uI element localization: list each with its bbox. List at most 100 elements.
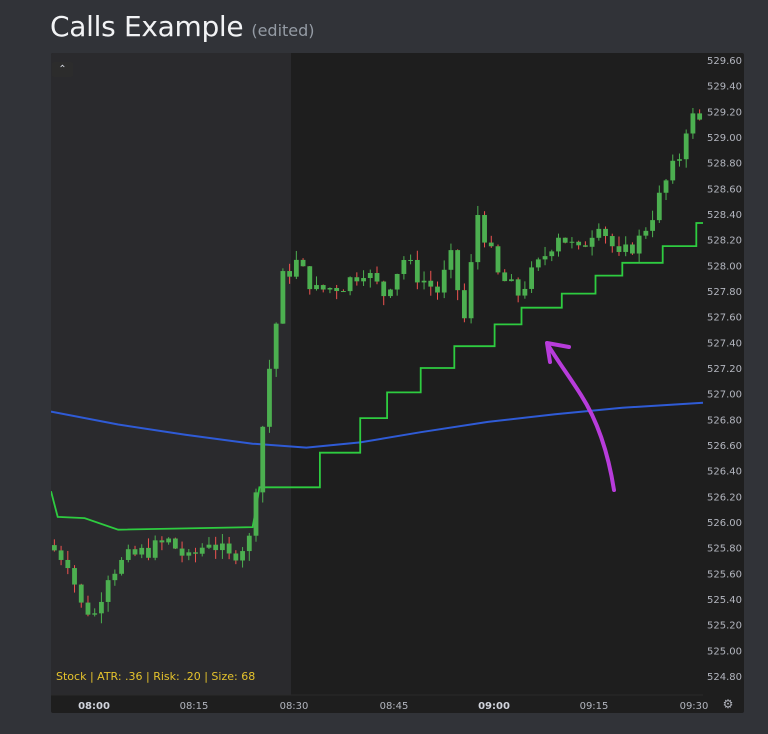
candle-body (199, 547, 205, 554)
candle-body (206, 544, 212, 548)
y-axis-tick-label: 526.00 (707, 518, 742, 529)
candle-body (112, 573, 118, 581)
candle-body (663, 180, 669, 193)
candle-body (226, 543, 232, 554)
y-axis-tick-label: 527.00 (707, 390, 742, 401)
candle-body (461, 290, 467, 319)
candle-body (381, 281, 387, 297)
y-axis-tick-label: 527.40 (707, 338, 742, 349)
candle-body (186, 552, 192, 556)
candle-body (636, 235, 642, 254)
x-axis-tick-label: 09:15 (580, 701, 609, 712)
candle-body (307, 266, 313, 290)
candle-body (690, 113, 696, 134)
candle-body (509, 279, 514, 282)
candle-body (220, 543, 225, 551)
candle-body (105, 580, 111, 602)
collapse-button[interactable]: ⌃ (52, 62, 73, 77)
settings-button[interactable]: ⚙ (721, 697, 735, 711)
candle-body (468, 262, 474, 319)
candle-body (300, 259, 306, 267)
candle-body (388, 289, 393, 297)
candle-body (603, 228, 608, 237)
y-axis-tick-label: 525.00 (707, 646, 742, 657)
candle-body (287, 271, 293, 277)
candle-body (650, 220, 655, 231)
candle-body (146, 547, 151, 558)
candle-body (139, 547, 145, 555)
candle-body (125, 549, 131, 560)
x-axis-tick-label: 08:15 (180, 701, 209, 712)
candle-body (334, 288, 340, 292)
y-axis-tick-label: 525.40 (707, 595, 742, 606)
candle-body (361, 278, 366, 282)
edited-tag: (edited) (251, 21, 315, 40)
y-axis-tick-label: 527.60 (707, 313, 742, 324)
candle-body (535, 259, 541, 268)
y-axis-tick-label: 527.80 (707, 287, 742, 298)
candle-body (260, 426, 266, 493)
candle-body (253, 492, 259, 536)
x-axis-tick-label: 08:00 (78, 701, 110, 712)
candle-body (293, 259, 299, 277)
candle-body (408, 259, 414, 261)
y-axis-tick-label: 525.60 (707, 569, 742, 580)
y-axis-tick-label: 529.00 (707, 133, 742, 144)
y-axis-tick-label: 528.80 (707, 159, 742, 170)
candle-body (502, 272, 508, 282)
candle-body (401, 260, 407, 274)
gear-icon: ⚙ (722, 697, 734, 711)
candle-body (697, 113, 703, 120)
candle-body (85, 602, 91, 615)
candlestick-chart[interactable]: 529.60 529.40 529.20 529.00 528.80 528.60 528.… (51, 53, 744, 713)
candle-body (51, 545, 57, 551)
y-axis-tick-label: 525.20 (707, 621, 742, 632)
candle-body (273, 323, 279, 369)
candle-body (643, 230, 649, 236)
chart-container[interactable]: 529.60 529.40 529.20 529.00 528.80 528.60 528.… (51, 53, 744, 713)
candle-body (582, 245, 588, 247)
candle-body (179, 548, 185, 556)
candle-body (280, 271, 286, 324)
y-axis-tick-label: 529.40 (707, 82, 742, 93)
y-axis-tick-label: 526.60 (707, 441, 742, 452)
candle-body (596, 228, 602, 238)
candle-body (78, 584, 84, 603)
candle-body (233, 553, 239, 561)
candle-body (562, 237, 568, 243)
candle-body (515, 279, 521, 296)
candle-body (475, 215, 481, 263)
y-axis-tick-label: 526.40 (707, 467, 742, 478)
premarket-shading (51, 53, 291, 695)
y-axis-tick-label: 524.80 (707, 672, 742, 683)
candle-body (347, 277, 353, 292)
candle-body (677, 159, 682, 161)
candle-body (630, 244, 635, 254)
candle-body (683, 133, 689, 160)
candle-body (314, 285, 319, 290)
candle-body (267, 368, 272, 427)
candle-body (374, 273, 380, 282)
candle-body (354, 277, 360, 282)
y-axis-tick-label: 525.80 (707, 544, 742, 555)
y-axis-tick-label: 528.60 (707, 184, 742, 195)
candle-body (240, 551, 245, 561)
candle-body (670, 160, 676, 181)
candle-body (159, 540, 165, 543)
candle-body (428, 280, 434, 287)
candle-body (488, 242, 494, 247)
annotation-arrow (545, 341, 616, 492)
candle-body (556, 237, 561, 252)
candle-body (327, 288, 333, 290)
y-axis-tick-label: 529.60 (707, 56, 742, 67)
candle-body (367, 273, 373, 279)
candle-body (609, 236, 615, 247)
y-axis-tick-label: 528.20 (707, 236, 742, 247)
candle-body (119, 559, 124, 574)
y-axis-tick-label: 526.80 (707, 415, 742, 426)
candle-body (448, 250, 454, 270)
candle-body (92, 613, 98, 615)
candle-body (529, 267, 534, 289)
indicator-info-text: Stock | ATR: .36 | Risk: .20 | Size: 68 (56, 670, 256, 683)
y-axis-tick-label: 527.20 (707, 364, 742, 375)
